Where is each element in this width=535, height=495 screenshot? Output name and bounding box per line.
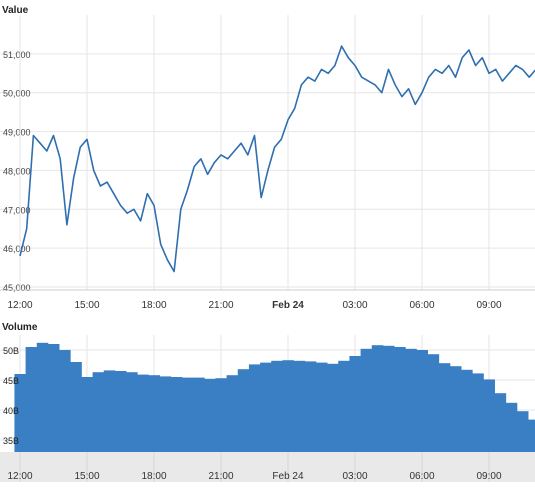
volume-bar xyxy=(472,373,484,452)
volume-bar xyxy=(405,349,417,452)
volume-x-tick-label: 21:00 xyxy=(208,471,233,482)
volume-x-tick-label: 18:00 xyxy=(141,471,166,482)
volume-axis-title: Volume xyxy=(2,322,38,333)
volume-y-tick-label: 40B xyxy=(3,406,19,416)
volume-x-tick-label: 09:00 xyxy=(476,471,501,482)
volume-bar xyxy=(215,378,227,452)
volume-bar xyxy=(59,350,71,452)
volume-bar xyxy=(227,375,239,452)
volume-bar xyxy=(394,347,406,452)
volume-bar xyxy=(148,375,160,452)
volume-bar xyxy=(171,377,183,452)
volume-bar xyxy=(26,347,38,452)
volume-x-tick-label: 03:00 xyxy=(342,471,367,482)
volume-bar xyxy=(428,354,440,452)
volume-bar xyxy=(450,366,462,452)
x-tick-label: 18:00 xyxy=(141,300,166,311)
volume-bar xyxy=(338,361,350,452)
volume-bar xyxy=(495,393,507,452)
volume-bar xyxy=(517,411,529,452)
volume-y-tick-label: 45B xyxy=(3,376,19,386)
volume-bar xyxy=(316,363,328,452)
volume-bar xyxy=(416,350,428,452)
volume-bar xyxy=(483,379,495,452)
volume-x-tick-label: 06:00 xyxy=(409,471,434,482)
volume-bar xyxy=(238,369,250,452)
x-tick-label: 15:00 xyxy=(74,300,99,311)
volume-bar xyxy=(249,364,261,452)
y-tick-label: 51,000 xyxy=(3,50,31,60)
volume-bar xyxy=(204,379,216,452)
volume-x-tick-label: 15:00 xyxy=(74,471,99,482)
volume-bar xyxy=(349,356,361,452)
y-tick-label: 50,000 xyxy=(3,89,31,99)
x-tick-label: 09:00 xyxy=(476,300,501,311)
volume-bar xyxy=(48,344,60,452)
y-tick-label: 45,000 xyxy=(3,283,31,293)
volume-bar xyxy=(137,375,149,452)
volume-bar xyxy=(383,346,395,452)
volume-bar xyxy=(115,371,127,452)
x-tick-label: 03:00 xyxy=(342,300,367,311)
volume-x-tick-label: Feb 24 xyxy=(272,471,304,482)
volume-bar xyxy=(37,343,49,452)
y-tick-label: 46,000 xyxy=(3,244,31,254)
volume-bar xyxy=(361,349,373,452)
volume-bar xyxy=(327,364,339,452)
volume-bar xyxy=(282,360,294,452)
volume-bar xyxy=(439,363,451,452)
volume-bar xyxy=(160,376,172,452)
volume-bar xyxy=(372,345,384,452)
volume-bar xyxy=(506,403,518,452)
volume-y-tick-label: 50B xyxy=(3,346,19,356)
volume-bar xyxy=(182,378,194,452)
volume-bar xyxy=(294,361,306,452)
x-tick-label: 06:00 xyxy=(409,300,434,311)
price-series-line xyxy=(20,46,535,271)
volume-bar xyxy=(305,361,317,452)
volume-bar xyxy=(93,372,105,452)
y-tick-label: 49,000 xyxy=(3,128,31,138)
volume-bar xyxy=(126,372,138,452)
volume-bar xyxy=(528,420,535,452)
volume-x-tick-label: 12:00 xyxy=(7,471,32,482)
volume-bar xyxy=(461,370,473,452)
y-tick-label: 48,000 xyxy=(3,166,31,176)
volume-y-tick-label: 35B xyxy=(3,436,19,446)
x-tick-label: 21:00 xyxy=(208,300,233,311)
x-tick-label: 12:00 xyxy=(7,300,32,311)
value-axis-title: Value xyxy=(2,5,29,16)
volume-bar xyxy=(81,377,93,452)
y-tick-label: 47,000 xyxy=(3,205,31,215)
volume-bar xyxy=(70,362,82,452)
volume-bar xyxy=(193,378,205,452)
x-tick-label: Feb 24 xyxy=(272,300,304,311)
volume-bar xyxy=(260,363,272,452)
volume-bar xyxy=(104,370,116,452)
volume-bar xyxy=(271,361,283,452)
